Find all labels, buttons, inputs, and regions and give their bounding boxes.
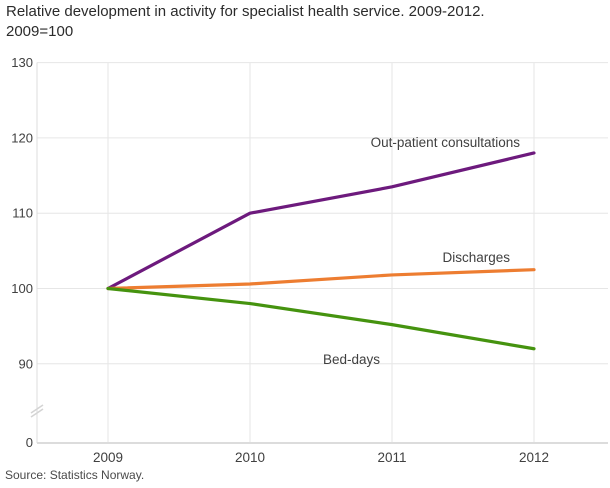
axis-break-icon	[30, 404, 44, 414]
x-tick-label: 2010	[235, 450, 265, 465]
chart-title: Relative development in activity for spe…	[6, 2, 602, 42]
x-tick-label: 2011	[377, 450, 406, 465]
y-tick-label: 100	[11, 281, 33, 296]
series-line-discharges	[106, 268, 536, 291]
y-zero-label: 0	[26, 435, 33, 450]
chart-title-line2: 2009=100	[6, 22, 74, 40]
series-label-out-patient-consultations: Out-patient consultations	[371, 135, 521, 150]
y-tick-label: 90	[19, 356, 33, 371]
axis-break-icon	[30, 408, 44, 418]
y-tick-label: 120	[11, 130, 33, 145]
series-label-discharges: Discharges	[442, 250, 510, 265]
chart-title-line1: Relative development in activity for spe…	[6, 3, 485, 20]
y-tick-label: 110	[12, 206, 33, 221]
series-line-out-patient-consultations	[106, 151, 536, 291]
x-tick-label: 2009	[93, 450, 123, 465]
y-tick-label: 130	[11, 55, 33, 70]
series-label-bed-days: Bed-days	[323, 352, 380, 367]
series-line-bed-days	[106, 286, 536, 351]
x-tick-label: 2012	[519, 450, 549, 465]
source-caption: Source: Statistics Norway.	[5, 468, 145, 482]
